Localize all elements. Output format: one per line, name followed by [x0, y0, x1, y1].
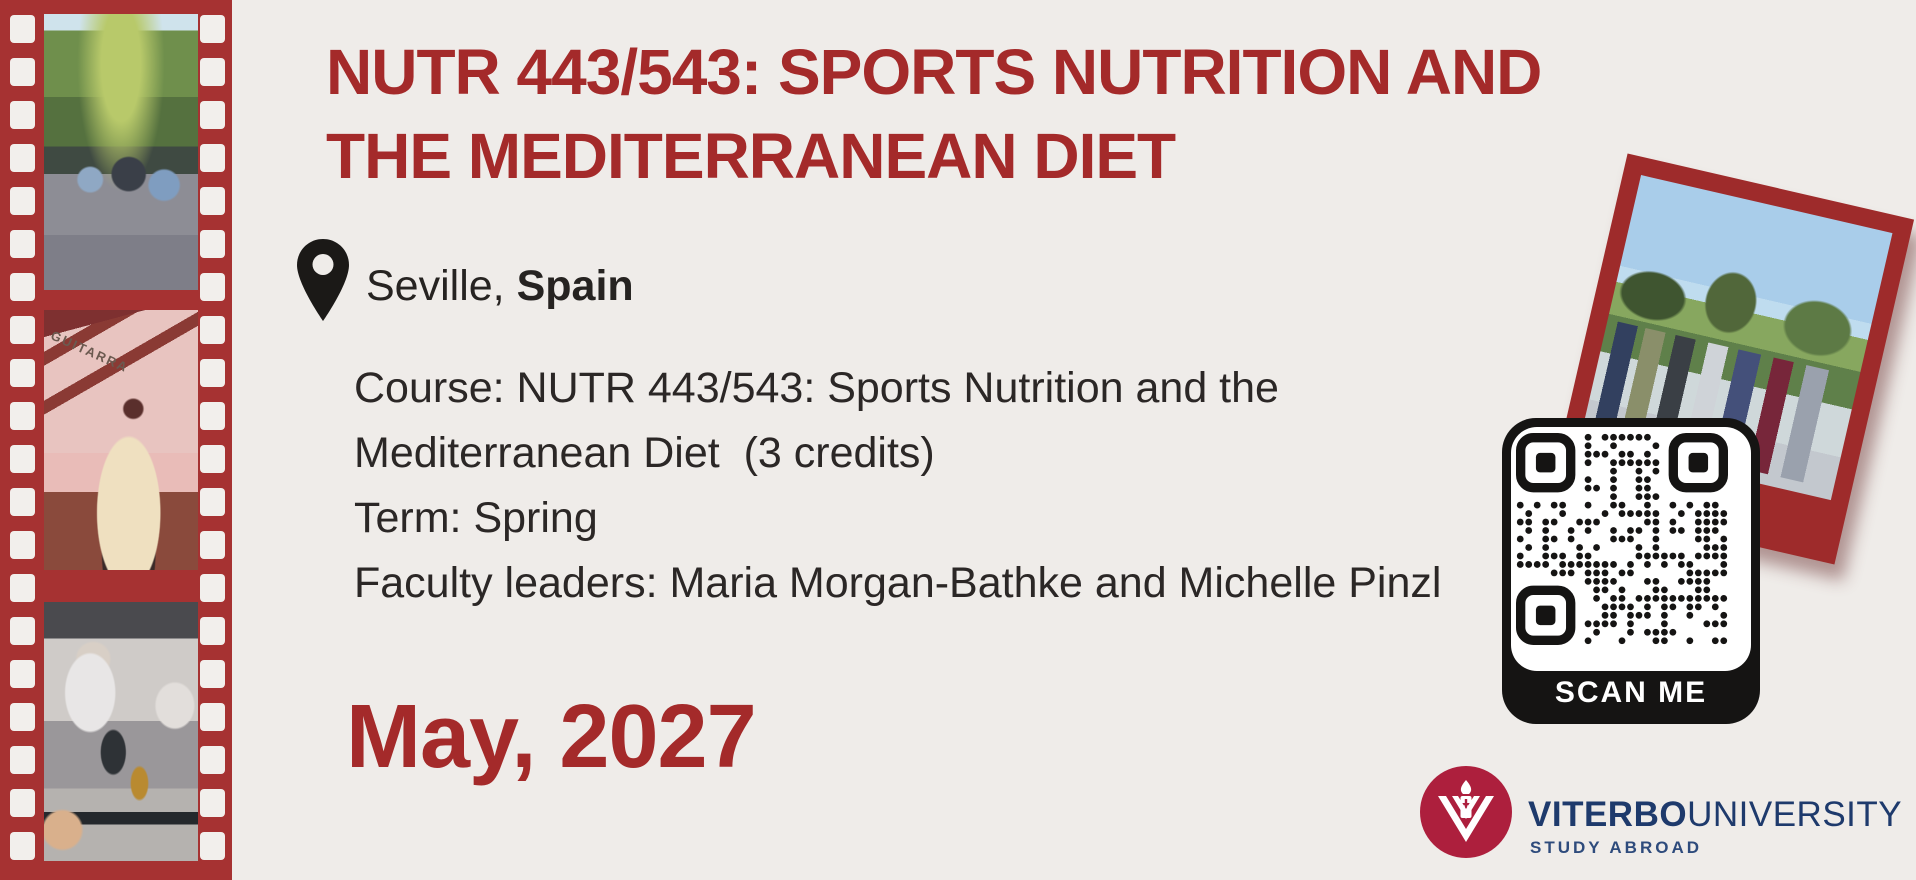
page-title-line1: NUTR 443/543: SPORTS NUTRITION AND	[326, 36, 1542, 108]
study-abroad-tagline: STUDY ABROAD	[1530, 838, 1703, 857]
film-perforation	[200, 316, 225, 344]
film-perforation	[200, 531, 225, 559]
location-pin-icon	[297, 239, 349, 321]
viterbo-logo-icon	[1420, 766, 1512, 858]
filmstrip-perforations-right	[200, 0, 225, 880]
qr-code-icon	[1516, 433, 1728, 645]
film-perforation	[10, 230, 35, 258]
film-perforation	[10, 703, 35, 731]
film-perforation	[200, 789, 225, 817]
program-date: May, 2027	[346, 687, 757, 787]
film-perforation	[200, 144, 225, 172]
film-perforation	[200, 445, 225, 473]
film-perforation	[10, 402, 35, 430]
course-line-2: Mediterranean Diet (3 credits)	[354, 429, 935, 477]
film-perforation	[10, 617, 35, 645]
film-perforation	[10, 359, 35, 387]
filmstrip-photo-cooking-class	[44, 602, 198, 861]
filmstrip-photo-flamenco-dancer: GUITARRA	[44, 310, 198, 570]
film-perforation	[200, 101, 225, 129]
film-perforation	[200, 746, 225, 774]
film-perforation	[10, 531, 35, 559]
term-line: Term: Spring	[354, 494, 598, 542]
page-title-line2: THE MEDITERRANEAN DIET	[326, 120, 1176, 192]
filmstrip: GUITARRA	[0, 0, 232, 880]
film-perforation	[200, 488, 225, 516]
film-perforation	[10, 144, 35, 172]
film-perforation	[10, 445, 35, 473]
film-perforation	[200, 15, 225, 43]
film-perforation	[200, 187, 225, 215]
course-details: Course: NUTR 443/543: Sports Nutrition a…	[354, 356, 1514, 616]
film-perforation	[10, 273, 35, 301]
film-perforation	[10, 316, 35, 344]
film-perforation	[200, 273, 225, 301]
film-perforation	[200, 58, 225, 86]
faculty-line: Faculty leaders: Maria Morgan-Bathke and…	[354, 559, 1442, 607]
university-wordmark: VITERBOUNIVERSITY	[1528, 795, 1902, 835]
page-title: NUTR 443/543: SPORTS NUTRITION AND THE M…	[326, 30, 1636, 198]
film-perforation	[10, 746, 35, 774]
course-line-1: Course: NUTR 443/543: Sports Nutrition a…	[354, 364, 1279, 412]
film-perforation	[200, 617, 225, 645]
filmstrip-photo-group-walk	[44, 14, 198, 290]
film-perforation	[200, 359, 225, 387]
guitarra-sign-text: GUITARRA	[48, 327, 132, 376]
film-perforation	[200, 832, 225, 860]
film-perforation	[10, 660, 35, 688]
location-country: Spain	[516, 262, 634, 310]
film-perforation	[10, 101, 35, 129]
wordmark-viterbo: VITERBO	[1528, 795, 1688, 834]
film-perforation	[10, 832, 35, 860]
film-perforation	[200, 402, 225, 430]
film-perforation	[200, 703, 225, 731]
qr-scan-me-label: SCAN ME	[1554, 676, 1708, 709]
film-perforation	[10, 58, 35, 86]
film-perforation	[200, 574, 225, 602]
film-perforation	[10, 488, 35, 516]
film-perforation	[10, 187, 35, 215]
film-perforation	[10, 789, 35, 817]
location-city: Seville,	[366, 262, 505, 310]
film-perforation	[200, 660, 225, 688]
film-perforation	[10, 574, 35, 602]
filmstrip-perforations-left	[10, 0, 35, 880]
wordmark-university: UNIVERSITY	[1687, 795, 1903, 834]
qr-code-block: SCAN ME	[1502, 418, 1760, 724]
film-perforation	[200, 230, 225, 258]
film-perforation	[10, 15, 35, 43]
location-text: Seville, Spain	[366, 262, 634, 311]
